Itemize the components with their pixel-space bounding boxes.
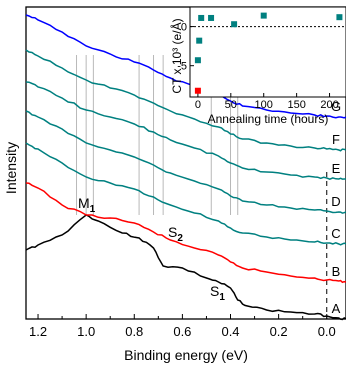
- inset-x-tick-label: 100: [255, 99, 273, 111]
- spectrum-curve-c: [25, 142, 346, 246]
- x-tick-label: 0.0: [318, 324, 336, 339]
- inset-y-axis-title: CT x 10³ (e/Å): [169, 18, 184, 93]
- inset-frame: [189, 6, 346, 98]
- x-axis-title: Binding energy (eV): [124, 347, 248, 363]
- curve-letter-b: B: [332, 264, 341, 279]
- inset-data-point: [336, 14, 343, 21]
- annotation-s2: S2: [168, 224, 183, 244]
- curve-letter-e: E: [332, 161, 341, 176]
- x-tick-label: 1.0: [77, 324, 95, 339]
- main-plot-frame: [25, 6, 346, 320]
- x-tick-label: 0.8: [125, 324, 143, 339]
- curve-letter-a: A: [332, 301, 341, 316]
- inset-y-tick-label: 0: [181, 22, 187, 34]
- inset-x-tick-label: 0: [195, 99, 201, 111]
- curve-letter-g: G: [331, 99, 341, 114]
- x-tick-label: 0.2: [270, 324, 288, 339]
- inset-x-tick-label: 150: [287, 99, 305, 111]
- y-axis-title: Intensity: [3, 142, 19, 194]
- inset-data-point: [208, 14, 215, 21]
- inset-plot: 0 50 100 150 200 0 -5: [177, 12, 346, 111]
- annotation-m1: M1: [78, 195, 96, 215]
- x-tick-label: 0.6: [173, 324, 191, 339]
- inset-data-point: [198, 14, 205, 21]
- spectrum-curve-e: [25, 81, 346, 181]
- spectrum-curve-d: [25, 110, 346, 214]
- annotation-s1: S1: [210, 283, 225, 303]
- inset-data-point: [260, 12, 267, 19]
- curve-letters: A B C D EF G: [331, 99, 341, 316]
- inset-data-point: [196, 37, 203, 44]
- inset-x-tick-label: 50: [225, 99, 237, 111]
- inset-y-tick-label: -5: [177, 61, 187, 73]
- inset-x-axis-title: Annealing time (hours): [208, 112, 329, 126]
- curve-letter-d: D: [331, 194, 340, 209]
- inset-data-point: [231, 21, 238, 28]
- main-x-ticks: 1.2 1.0 0.8 0.6 0.4 0.2 0.0: [29, 314, 336, 339]
- curve-letter-f: F: [332, 132, 340, 147]
- curve-letter-c: C: [331, 226, 340, 241]
- spectra-curves: [25, 14, 346, 321]
- inset-x-tick-label: 200: [320, 99, 338, 111]
- inset-data-point: [194, 87, 201, 94]
- inset-data-point: [194, 57, 201, 64]
- x-tick-label: 1.2: [29, 324, 47, 339]
- spectrum-curve-b: [25, 182, 346, 284]
- x-tick-label: 0.4: [221, 324, 239, 339]
- spectrum-curve-a: [25, 214, 346, 321]
- spectrum-curve-f: [25, 49, 346, 152]
